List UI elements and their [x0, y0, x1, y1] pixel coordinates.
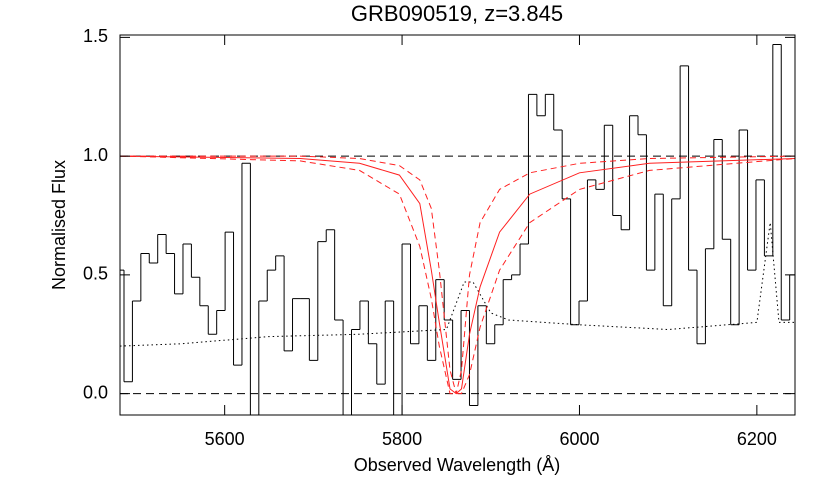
plot-area: [120, 44, 795, 415]
y-tick-label: 0.5: [83, 264, 108, 284]
model-line: [120, 155, 795, 394]
x-tick-label: 6200: [737, 429, 777, 449]
y-axis-label: Normalised Flux: [49, 160, 69, 290]
y-tick-label: 0.0: [83, 382, 108, 402]
x-tick-label: 6000: [559, 429, 599, 449]
model-line: [120, 222, 795, 347]
x-tick-label: 5800: [382, 429, 422, 449]
x-axis-label: Observed Wavelength (Å): [354, 455, 560, 475]
model-line: [120, 155, 795, 395]
plot-frame: [119, 34, 796, 416]
y-tick-label: 1.0: [83, 145, 108, 165]
model-line: [120, 155, 795, 395]
y-tick-label: 1.5: [83, 26, 108, 46]
x-tick-label: 5600: [205, 429, 245, 449]
chart-title: GRB090519, z=3.845: [351, 1, 563, 26]
